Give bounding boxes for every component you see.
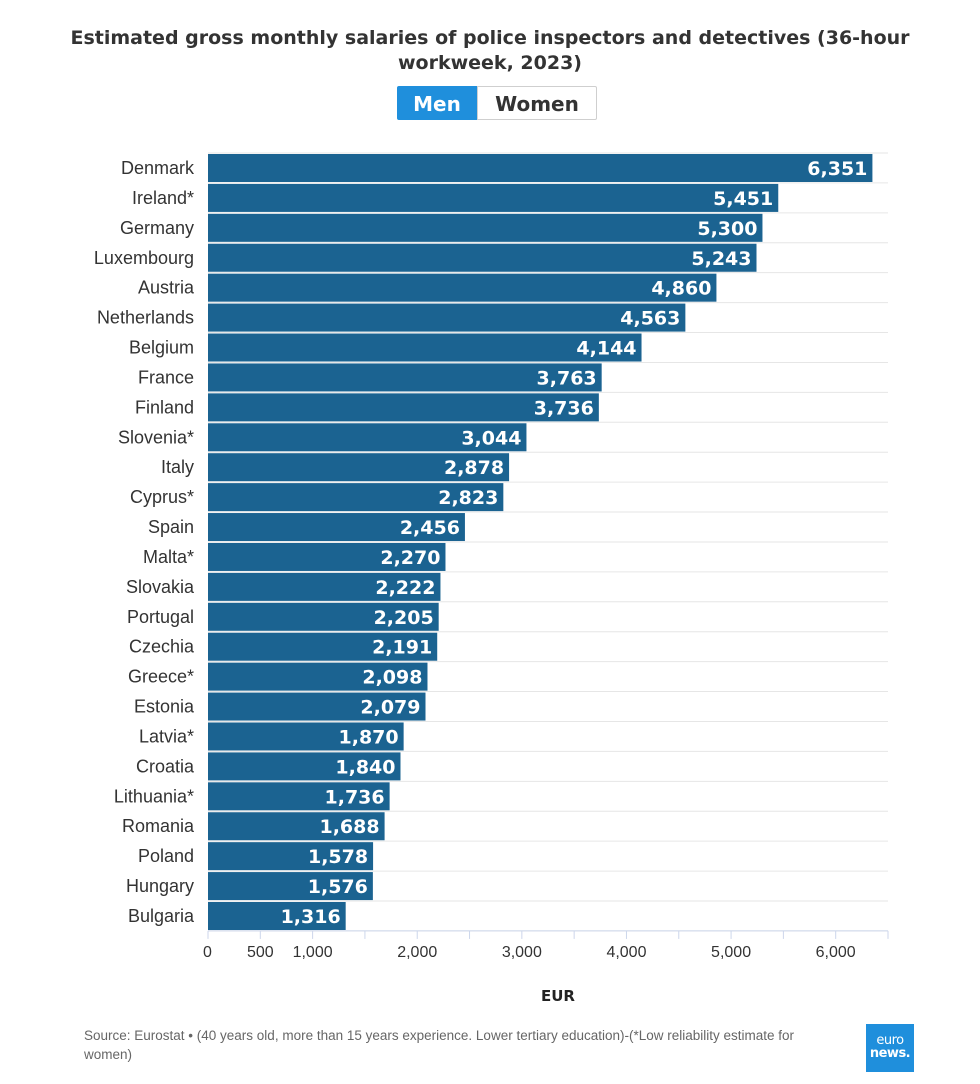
category-label: Belgium xyxy=(129,338,194,358)
value-label: 6,351 xyxy=(807,158,867,180)
bar-spain[interactable] xyxy=(208,513,465,542)
category-label: Spain xyxy=(148,517,194,537)
x-tick-label: 2,000 xyxy=(397,944,437,961)
bar-malta[interactable] xyxy=(208,542,446,571)
value-label: 2,098 xyxy=(362,667,422,689)
category-label: Malta* xyxy=(143,547,194,567)
category-label: Romania xyxy=(122,816,195,836)
category-label: Croatia xyxy=(136,756,195,776)
bar-chart: Denmark 6,351 Ireland* 5,451 Germany 5,300 Lux… xyxy=(94,152,889,1005)
value-label: 5,451 xyxy=(713,188,773,210)
category-label: Austria xyxy=(138,278,195,298)
category-label: France xyxy=(138,367,194,387)
gender-toggle: Men Women xyxy=(397,86,597,120)
category-label: Ireland* xyxy=(132,188,194,208)
value-label: 1,840 xyxy=(335,756,395,778)
bar-finland[interactable] xyxy=(208,393,599,422)
x-tick-label: 6,000 xyxy=(816,944,856,961)
x-tick-label: 3,000 xyxy=(502,944,542,961)
bar-portugal[interactable] xyxy=(208,602,439,631)
bar-germany[interactable] xyxy=(208,213,763,242)
value-label: 4,860 xyxy=(651,278,711,300)
value-label: 3,736 xyxy=(534,397,594,419)
category-label: Latvia* xyxy=(139,726,194,746)
bar-croatia[interactable] xyxy=(208,752,401,781)
value-label: 2,823 xyxy=(438,487,498,509)
category-label: Estonia xyxy=(134,697,195,717)
category-label: Slovenia* xyxy=(118,427,194,447)
x-tick-label: 5,000 xyxy=(711,944,751,961)
x-tick-label: 1,000 xyxy=(293,944,333,961)
bar-slovakia[interactable] xyxy=(208,572,441,601)
value-label: 3,044 xyxy=(461,427,521,449)
bar-lithuania[interactable] xyxy=(208,782,390,811)
bar-poland[interactable] xyxy=(208,842,374,871)
value-label: 1,578 xyxy=(308,846,368,868)
value-label: 1,870 xyxy=(339,726,399,748)
bar-denmark[interactable] xyxy=(208,154,873,182)
euronews-logo[interactable]: euro news. xyxy=(866,1024,914,1072)
x-tick-label: 0 xyxy=(203,944,212,961)
category-label: Hungary xyxy=(126,876,194,896)
value-label: 2,205 xyxy=(374,607,434,629)
category-label: Finland xyxy=(135,397,194,417)
x-tick-label: 500 xyxy=(247,944,274,961)
value-label: 1,736 xyxy=(325,786,385,808)
source-note: Source: Eurostat • (40 years old, more t… xyxy=(84,1028,795,1062)
category-label: Cyprus* xyxy=(130,487,194,507)
bar-austria[interactable] xyxy=(208,273,717,302)
value-label: 5,300 xyxy=(697,218,757,240)
category-label: Greece* xyxy=(128,667,194,687)
bar-hungary[interactable] xyxy=(208,872,373,901)
bar-italy[interactable] xyxy=(208,453,510,482)
category-label: Germany xyxy=(120,218,194,238)
bar-latvia[interactable] xyxy=(208,722,404,751)
value-label: 4,144 xyxy=(576,338,636,360)
value-label: 5,243 xyxy=(691,248,751,270)
x-axis-title: EUR xyxy=(541,987,575,1005)
value-label: 1,576 xyxy=(308,876,368,898)
category-label: Denmark xyxy=(121,158,195,178)
value-label: 2,878 xyxy=(444,457,504,479)
category-label: Bulgaria xyxy=(128,906,195,926)
chart-title: Estimated gross monthly salaries of poli… xyxy=(70,27,910,74)
men-toggle-button[interactable]: Men xyxy=(397,86,477,120)
bar-bulgaria[interactable] xyxy=(208,902,346,930)
bar-belgium[interactable] xyxy=(208,333,642,362)
value-label: 2,079 xyxy=(360,697,420,719)
category-label: Czechia xyxy=(129,637,195,657)
logo-line-2: news. xyxy=(869,1046,911,1061)
category-label: Netherlands xyxy=(97,308,194,328)
bar-ireland[interactable] xyxy=(208,183,779,212)
value-label: 1,688 xyxy=(319,816,379,838)
value-label: 4,563 xyxy=(620,308,680,330)
bar-romania[interactable] xyxy=(208,812,385,841)
value-label: 2,191 xyxy=(372,637,432,659)
bar-greece[interactable] xyxy=(208,662,428,691)
category-label: Lithuania* xyxy=(114,786,194,806)
category-label: Italy xyxy=(161,457,194,477)
bar-netherlands[interactable] xyxy=(208,303,686,332)
x-tick-label: 4,000 xyxy=(606,944,646,961)
value-label: 2,456 xyxy=(400,517,460,539)
bar-cyprus[interactable] xyxy=(208,483,504,512)
logo-line-1: euro xyxy=(876,1033,904,1048)
category-label: Poland xyxy=(138,846,194,866)
bar-luxembourg[interactable] xyxy=(208,243,757,272)
bar-czechia[interactable] xyxy=(208,632,438,661)
value-label: 2,222 xyxy=(375,577,435,599)
value-label: 1,316 xyxy=(281,906,341,928)
women-toggle-button[interactable]: Women xyxy=(477,86,597,120)
bar-estonia[interactable] xyxy=(208,692,426,721)
category-label: Luxembourg xyxy=(94,248,194,268)
value-label: 2,270 xyxy=(380,547,440,569)
category-label: Slovakia xyxy=(126,577,195,597)
category-label: Portugal xyxy=(127,607,194,627)
bar-slovenia[interactable] xyxy=(208,423,527,452)
value-label: 3,763 xyxy=(537,367,597,389)
bar-france[interactable] xyxy=(208,363,602,392)
